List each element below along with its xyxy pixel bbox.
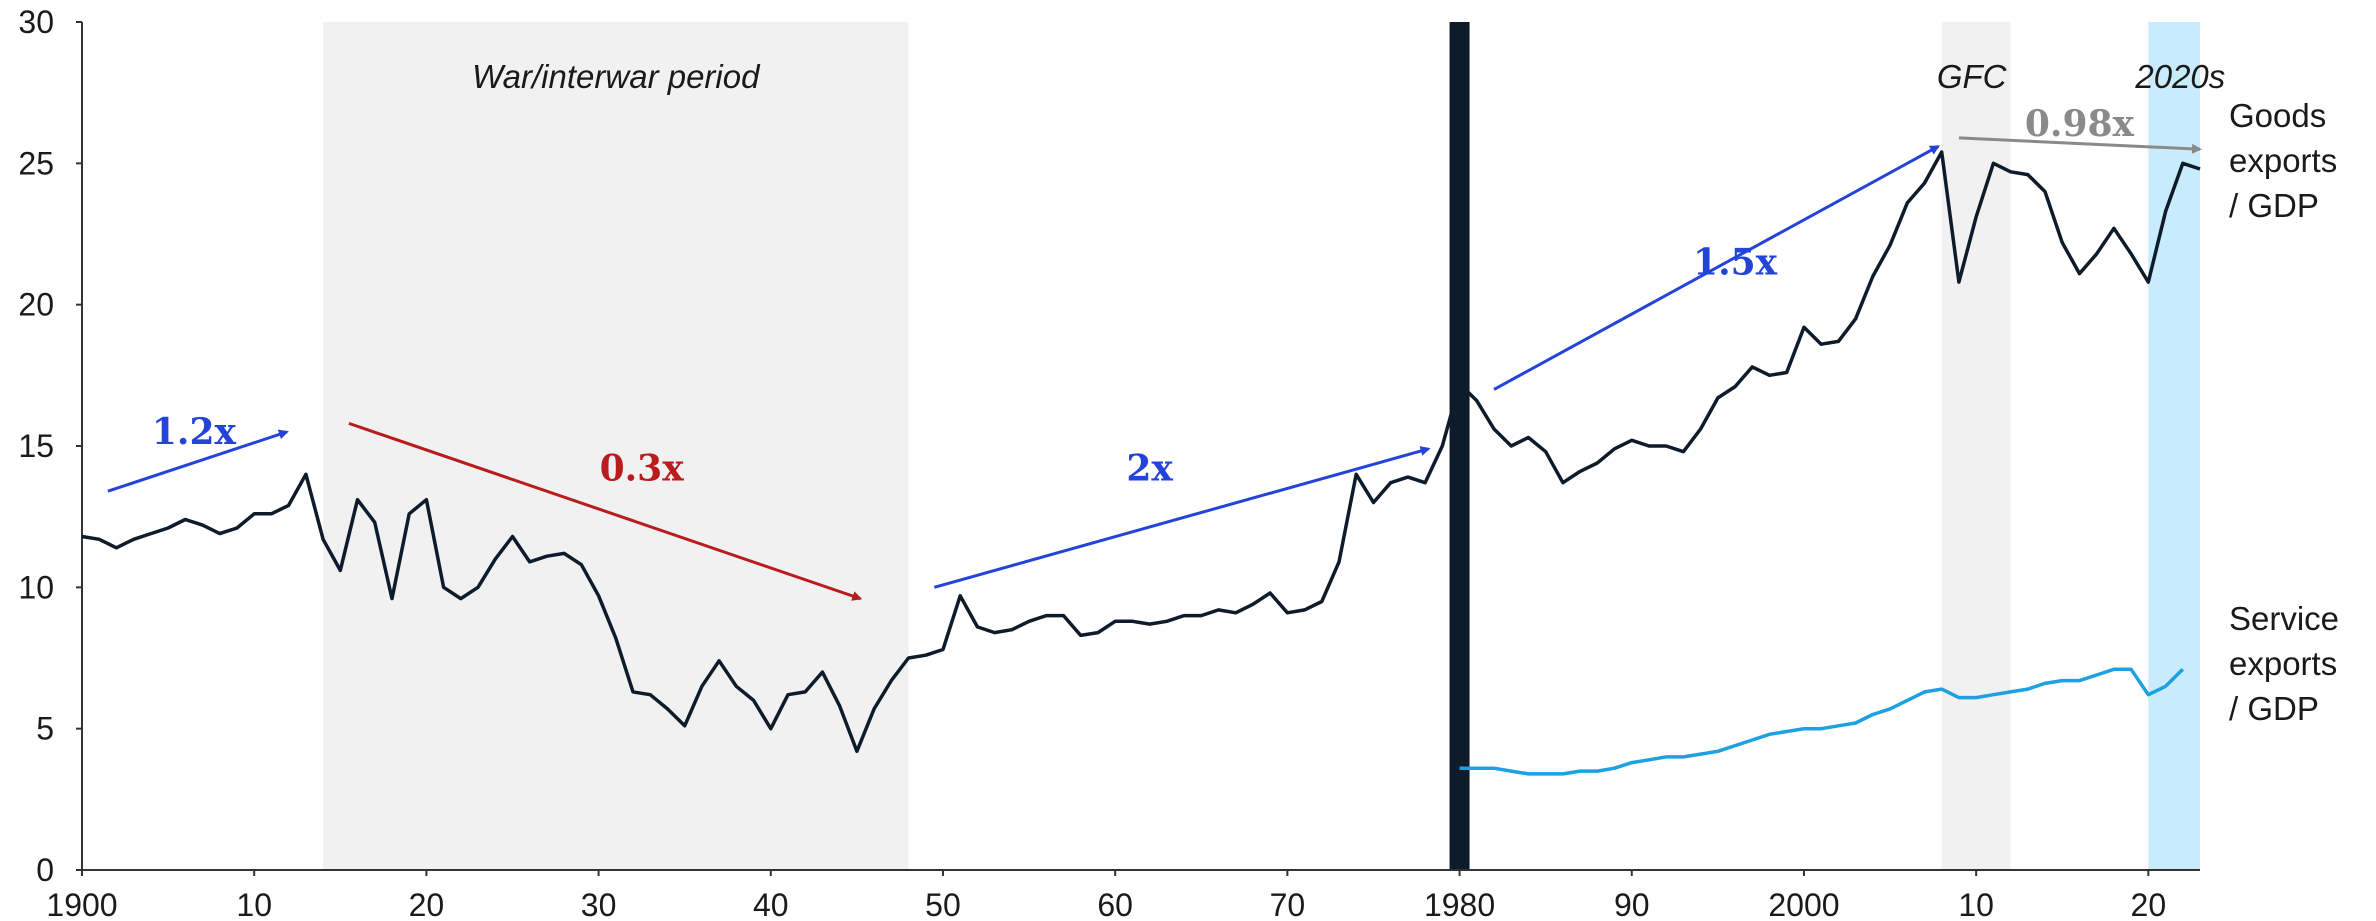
multiplier-label-4: 0.98x [2025, 103, 2135, 145]
series-lines [81, 150, 2201, 776]
divider-layer [1449, 22, 1470, 870]
series-line-0 [81, 150, 2201, 754]
multiplier-label-1: 0.3x [600, 448, 685, 490]
annotations: 1.2x 0.3x 2x 1.5x 0.98x [107, 103, 2202, 601]
arrow-2 [933, 446, 1431, 589]
x-tick-label-2: 20 [409, 887, 445, 921]
x-tick-label-1: 10 [236, 887, 272, 921]
x-tick-label-6: 60 [1097, 887, 1133, 921]
y-tick-label-3: 15 [18, 428, 54, 464]
y-tick-label-5: 25 [18, 145, 54, 181]
axes: 0 5 10 15 20 25 30 1900 10 20 30 40 50 60 70 1980 90 2000… [18, 4, 2200, 921]
arrow-1 [348, 421, 863, 601]
arrow-0 [107, 429, 289, 493]
multiplier-label-2: 2x [1126, 448, 1173, 490]
x-tick-label-10: 2000 [1768, 887, 1839, 921]
series-label-1-line-2: / GDP [2229, 690, 2319, 727]
x-tick-label-5: 50 [925, 887, 961, 921]
y-tick-label-0: 0 [36, 852, 54, 888]
arrow-4 [1958, 136, 2202, 154]
y-tick-label-2: 10 [18, 569, 54, 605]
series-label-0-line-1: exports [2229, 142, 2337, 179]
shaded-period-0 [323, 22, 909, 870]
shaded-period-2 [2148, 22, 2200, 870]
x-tick-label-8: 1980 [1424, 887, 1495, 921]
series-label-0-line-0: Goods [2229, 97, 2326, 134]
x-tick-label-7: 70 [1270, 887, 1306, 921]
divider-bar [1449, 22, 1470, 870]
period-label-0: War/interwar period [472, 58, 761, 95]
series-line-1 [1459, 667, 2185, 776]
x-tick-label-12: 20 [2131, 887, 2167, 921]
multiplier-label-0: 1.2x [152, 411, 237, 453]
multiplier-label-3: 1.5x [1693, 241, 1778, 283]
period-label-2: 2020s [2134, 58, 2225, 95]
series-label-0-line-2: / GDP [2229, 187, 2319, 224]
x-tick-label-11: 10 [1958, 887, 1994, 921]
y-tick-label-4: 20 [18, 287, 54, 323]
x-tick-label-9: 90 [1614, 887, 1650, 921]
y-tick-label-6: 30 [18, 4, 54, 40]
x-tick-label-4: 40 [753, 887, 789, 921]
series-label-1-line-1: exports [2229, 645, 2337, 682]
arrow-3 [1493, 145, 1941, 391]
x-tick-label-0: 1900 [46, 887, 117, 921]
x-tick-label-3: 30 [581, 887, 617, 921]
period-label-1: GFC [1937, 58, 2008, 95]
y-tick-label-1: 5 [36, 711, 54, 747]
shaded-periods [323, 22, 2200, 870]
series-label-1-line-0: Service [2229, 600, 2339, 637]
shaded-period-1 [1941, 22, 2011, 870]
